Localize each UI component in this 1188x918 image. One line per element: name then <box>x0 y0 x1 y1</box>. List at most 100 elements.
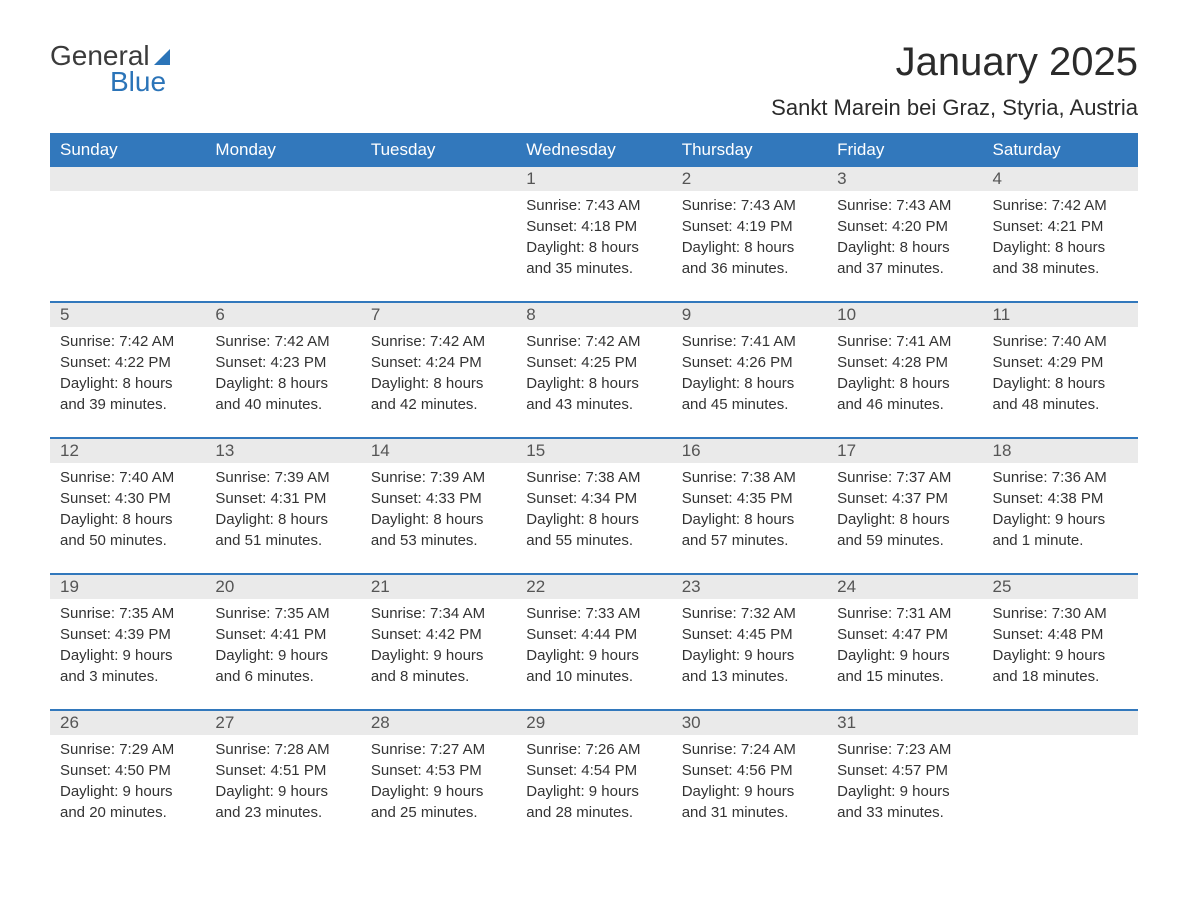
daylight-line2: and 28 minutes. <box>526 802 661 823</box>
daylight-line2: and 3 minutes. <box>60 666 195 687</box>
day-info: Sunrise: 7:36 AMSunset: 4:38 PMDaylight:… <box>983 463 1138 551</box>
day-info: Sunrise: 7:23 AMSunset: 4:57 PMDaylight:… <box>827 735 982 823</box>
day-number: 13 <box>205 439 360 463</box>
daylight-line2: and 43 minutes. <box>526 394 661 415</box>
daylight-line1: Daylight: 8 hours <box>682 509 817 530</box>
daylight-line2: and 25 minutes. <box>371 802 506 823</box>
day-number: 24 <box>827 575 982 599</box>
sunrise-text: Sunrise: 7:35 AM <box>60 603 195 624</box>
sunrise-text: Sunrise: 7:40 AM <box>993 331 1128 352</box>
header-tuesday: Tuesday <box>361 133 516 167</box>
daylight-line1: Daylight: 9 hours <box>371 781 506 802</box>
sunset-text: Sunset: 4:42 PM <box>371 624 506 645</box>
day-number: 23 <box>672 575 827 599</box>
day-cell: 13Sunrise: 7:39 AMSunset: 4:31 PMDayligh… <box>205 438 360 574</box>
day-info: Sunrise: 7:42 AMSunset: 4:25 PMDaylight:… <box>516 327 671 415</box>
sunset-text: Sunset: 4:23 PM <box>215 352 350 373</box>
sunrise-text: Sunrise: 7:28 AM <box>215 739 350 760</box>
empty-day-number <box>205 167 360 191</box>
sunrise-text: Sunrise: 7:26 AM <box>526 739 661 760</box>
header-friday: Friday <box>827 133 982 167</box>
sunset-text: Sunset: 4:34 PM <box>526 488 661 509</box>
day-cell: 22Sunrise: 7:33 AMSunset: 4:44 PMDayligh… <box>516 574 671 710</box>
daylight-line2: and 6 minutes. <box>215 666 350 687</box>
day-number: 19 <box>50 575 205 599</box>
header-wednesday: Wednesday <box>516 133 671 167</box>
day-info: Sunrise: 7:31 AMSunset: 4:47 PMDaylight:… <box>827 599 982 687</box>
daylight-line1: Daylight: 8 hours <box>371 373 506 394</box>
sunrise-text: Sunrise: 7:37 AM <box>837 467 972 488</box>
daylight-line1: Daylight: 9 hours <box>215 645 350 666</box>
day-number: 22 <box>516 575 671 599</box>
week-row: 12Sunrise: 7:40 AMSunset: 4:30 PMDayligh… <box>50 438 1138 574</box>
day-number: 30 <box>672 711 827 735</box>
day-info: Sunrise: 7:29 AMSunset: 4:50 PMDaylight:… <box>50 735 205 823</box>
daylight-line1: Daylight: 8 hours <box>682 373 817 394</box>
day-cell: 20Sunrise: 7:35 AMSunset: 4:41 PMDayligh… <box>205 574 360 710</box>
sunrise-text: Sunrise: 7:43 AM <box>837 195 972 216</box>
day-cell: 31Sunrise: 7:23 AMSunset: 4:57 PMDayligh… <box>827 710 982 845</box>
month-title: January 2025 <box>771 40 1138 85</box>
sunset-text: Sunset: 4:22 PM <box>60 352 195 373</box>
day-info: Sunrise: 7:39 AMSunset: 4:31 PMDaylight:… <box>205 463 360 551</box>
triangle-icon <box>154 49 170 65</box>
week-row: 19Sunrise: 7:35 AMSunset: 4:39 PMDayligh… <box>50 574 1138 710</box>
sunrise-text: Sunrise: 7:41 AM <box>837 331 972 352</box>
sunset-text: Sunset: 4:33 PM <box>371 488 506 509</box>
day-cell <box>983 710 1138 845</box>
day-number: 5 <box>50 303 205 327</box>
day-cell: 17Sunrise: 7:37 AMSunset: 4:37 PMDayligh… <box>827 438 982 574</box>
day-number: 16 <box>672 439 827 463</box>
daylight-line1: Daylight: 9 hours <box>371 645 506 666</box>
day-cell: 7Sunrise: 7:42 AMSunset: 4:24 PMDaylight… <box>361 302 516 438</box>
daylight-line2: and 13 minutes. <box>682 666 817 687</box>
day-cell: 26Sunrise: 7:29 AMSunset: 4:50 PMDayligh… <box>50 710 205 845</box>
daylight-line1: Daylight: 8 hours <box>526 509 661 530</box>
sunset-text: Sunset: 4:30 PM <box>60 488 195 509</box>
day-number: 31 <box>827 711 982 735</box>
day-cell: 6Sunrise: 7:42 AMSunset: 4:23 PMDaylight… <box>205 302 360 438</box>
sunset-text: Sunset: 4:54 PM <box>526 760 661 781</box>
sunrise-text: Sunrise: 7:39 AM <box>371 467 506 488</box>
day-number: 26 <box>50 711 205 735</box>
daylight-line2: and 59 minutes. <box>837 530 972 551</box>
sunrise-text: Sunrise: 7:38 AM <box>526 467 661 488</box>
sunset-text: Sunset: 4:53 PM <box>371 760 506 781</box>
sunrise-text: Sunrise: 7:35 AM <box>215 603 350 624</box>
daylight-line1: Daylight: 8 hours <box>215 373 350 394</box>
day-info: Sunrise: 7:41 AMSunset: 4:26 PMDaylight:… <box>672 327 827 415</box>
sunrise-text: Sunrise: 7:27 AM <box>371 739 506 760</box>
day-cell: 18Sunrise: 7:36 AMSunset: 4:38 PMDayligh… <box>983 438 1138 574</box>
day-cell: 16Sunrise: 7:38 AMSunset: 4:35 PMDayligh… <box>672 438 827 574</box>
empty-day-number <box>983 711 1138 735</box>
sunrise-text: Sunrise: 7:42 AM <box>215 331 350 352</box>
daylight-line2: and 53 minutes. <box>371 530 506 551</box>
sunset-text: Sunset: 4:57 PM <box>837 760 972 781</box>
sunrise-text: Sunrise: 7:34 AM <box>371 603 506 624</box>
daylight-line1: Daylight: 9 hours <box>993 645 1128 666</box>
daylight-line2: and 39 minutes. <box>60 394 195 415</box>
sunset-text: Sunset: 4:28 PM <box>837 352 972 373</box>
day-info: Sunrise: 7:35 AMSunset: 4:41 PMDaylight:… <box>205 599 360 687</box>
day-number: 21 <box>361 575 516 599</box>
day-cell <box>205 167 360 302</box>
day-cell: 28Sunrise: 7:27 AMSunset: 4:53 PMDayligh… <box>361 710 516 845</box>
daylight-line2: and 48 minutes. <box>993 394 1128 415</box>
day-cell: 11Sunrise: 7:40 AMSunset: 4:29 PMDayligh… <box>983 302 1138 438</box>
daylight-line1: Daylight: 9 hours <box>215 781 350 802</box>
sunrise-text: Sunrise: 7:43 AM <box>526 195 661 216</box>
sunrise-text: Sunrise: 7:23 AM <box>837 739 972 760</box>
logo-blue-text: Blue <box>110 66 166 98</box>
sunrise-text: Sunrise: 7:24 AM <box>682 739 817 760</box>
sunset-text: Sunset: 4:45 PM <box>682 624 817 645</box>
daylight-line2: and 1 minute. <box>993 530 1128 551</box>
day-info: Sunrise: 7:43 AMSunset: 4:20 PMDaylight:… <box>827 191 982 279</box>
day-cell: 2Sunrise: 7:43 AMSunset: 4:19 PMDaylight… <box>672 167 827 302</box>
daylight-line1: Daylight: 8 hours <box>837 373 972 394</box>
daylight-line2: and 33 minutes. <box>837 802 972 823</box>
sunset-text: Sunset: 4:21 PM <box>993 216 1128 237</box>
logo: General Blue <box>50 40 170 98</box>
day-number: 10 <box>827 303 982 327</box>
sunset-text: Sunset: 4:41 PM <box>215 624 350 645</box>
header-sunday: Sunday <box>50 133 205 167</box>
